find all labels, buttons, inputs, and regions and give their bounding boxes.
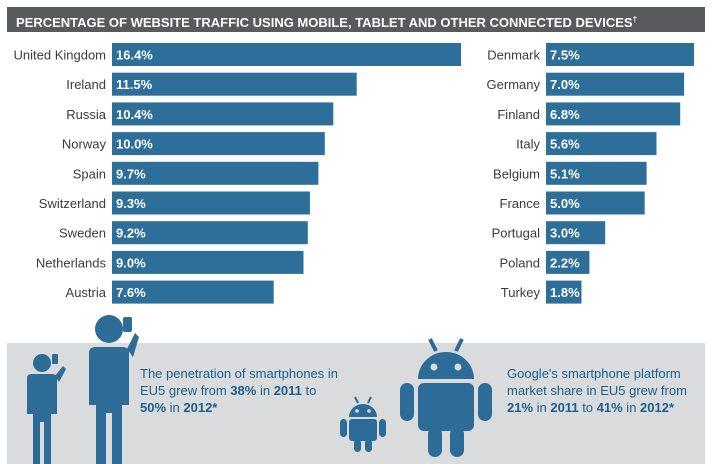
bar-france bbox=[546, 191, 645, 215]
value-label-sweden: 9.2% bbox=[116, 226, 146, 241]
bar-russia bbox=[112, 102, 334, 126]
value-label-denmark: 7.5% bbox=[550, 48, 580, 63]
value-label-norway: 10.0% bbox=[116, 137, 153, 152]
android-small-icon bbox=[340, 396, 386, 452]
value-label-italy: 5.6% bbox=[550, 137, 580, 152]
value-label-switzerland: 9.3% bbox=[116, 196, 146, 211]
value-label-austria: 7.6% bbox=[116, 285, 146, 300]
android-large-icon bbox=[400, 338, 492, 457]
category-label-switzerland: Switzerland bbox=[39, 196, 106, 211]
category-label-sweden: Sweden bbox=[59, 226, 106, 241]
bar-finland bbox=[546, 102, 681, 126]
category-label-belgium: Belgium bbox=[493, 166, 540, 181]
category-label-poland: Poland bbox=[500, 255, 540, 270]
person-phone-large-icon bbox=[89, 315, 139, 464]
category-label-spain: Spain bbox=[73, 166, 106, 181]
bar-ireland bbox=[112, 72, 357, 96]
android-share-text: Google's smartphone platform market shar… bbox=[507, 366, 687, 415]
value-label-portugal: 3.0% bbox=[550, 226, 580, 241]
bar-united-kingdom bbox=[112, 43, 461, 66]
value-label-finland: 6.8% bbox=[550, 107, 580, 122]
traffic-bar-charts: United Kingdom 16.4% Ireland 11.5% Russia 10.… bbox=[14, 43, 694, 304]
category-label-denmark: Denmark bbox=[487, 48, 540, 63]
bar-portugal bbox=[546, 221, 606, 245]
value-label-belgium: 5.1% bbox=[550, 166, 580, 181]
category-label-finland: Finland bbox=[497, 107, 540, 122]
category-label-united-kingdom: United Kingdom bbox=[14, 48, 107, 63]
category-label-france: France bbox=[500, 196, 540, 211]
category-label-netherlands: Netherlands bbox=[36, 255, 107, 270]
bar-poland bbox=[546, 250, 590, 274]
value-label-turkey: 1.8% bbox=[550, 285, 580, 300]
category-label-germany: Germany bbox=[487, 77, 541, 92]
bar-austria bbox=[112, 280, 274, 304]
value-label-spain: 9.7% bbox=[116, 166, 146, 181]
bar-germany bbox=[546, 72, 685, 96]
bar-belgium bbox=[546, 161, 647, 185]
category-label-russia: Russia bbox=[66, 107, 107, 122]
category-label-austria: Austria bbox=[66, 285, 107, 300]
info-panel: The penetration of smartphones in EU5 gr… bbox=[7, 315, 705, 464]
value-label-ireland: 11.5% bbox=[116, 77, 153, 92]
value-label-united-kingdom: 16.4% bbox=[116, 48, 153, 63]
value-label-poland: 2.2% bbox=[550, 255, 580, 270]
bar-turkey bbox=[546, 280, 582, 304]
value-label-netherlands: 9.0% bbox=[116, 255, 146, 270]
left-bar-chart: United Kingdom 16.4% Ireland 11.5% Russia 10.… bbox=[14, 43, 461, 304]
smartphone-penetration-text: The penetration of smartphones in EU5 gr… bbox=[140, 366, 339, 415]
category-label-turkey: Turkey bbox=[501, 285, 541, 300]
value-label-russia: 10.4% bbox=[116, 107, 153, 122]
category-label-italy: Italy bbox=[516, 137, 540, 152]
category-label-portugal: Portugal bbox=[492, 226, 541, 241]
value-label-france: 5.0% bbox=[550, 196, 580, 211]
bar-italy bbox=[546, 132, 657, 156]
value-label-germany: 7.0% bbox=[550, 77, 580, 92]
person-phone-small-icon bbox=[27, 354, 66, 464]
chart-title-text: PERCENTAGE OF WEBSITE TRAFFIC USING MOBI… bbox=[16, 15, 633, 30]
category-label-ireland: Ireland bbox=[66, 77, 106, 92]
bar-norway bbox=[112, 132, 325, 156]
bar-spain bbox=[112, 161, 319, 185]
title-footnote-mark: † bbox=[632, 15, 638, 24]
right-bar-chart: Denmark 7.5% Germany 7.0% Finland 6.8% Italy 5.… bbox=[487, 43, 694, 304]
bar-sweden bbox=[112, 221, 308, 245]
category-label-norway: Norway bbox=[62, 137, 107, 152]
chart-title: PERCENTAGE OF WEBSITE TRAFFIC USING MOBI… bbox=[7, 7, 705, 32]
bar-netherlands bbox=[112, 250, 304, 274]
bar-switzerland bbox=[112, 191, 310, 215]
bar-denmark bbox=[546, 43, 694, 66]
